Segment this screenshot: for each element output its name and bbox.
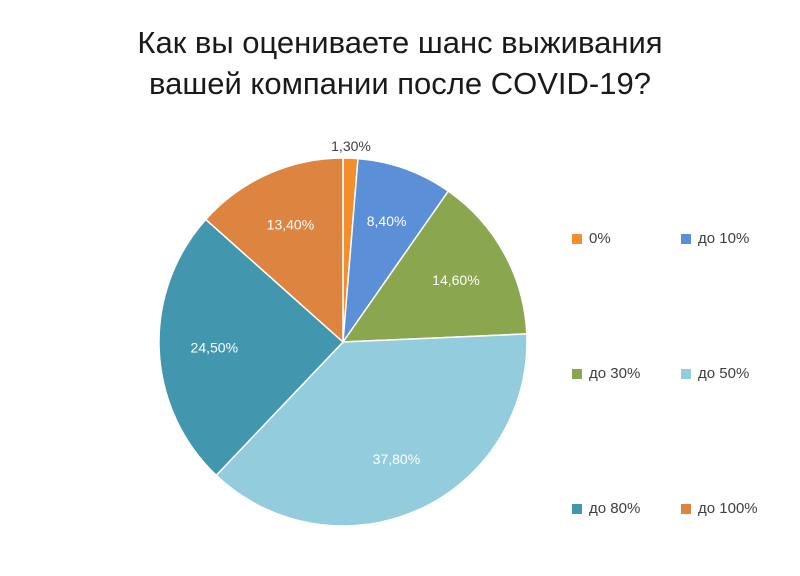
data-label-2: 14,60% bbox=[432, 272, 479, 288]
pie-slice-2 bbox=[341, 190, 528, 343]
pie-slice-4 bbox=[158, 218, 345, 477]
chart-title-line-2: вашей компании после COVID-19? bbox=[149, 66, 651, 101]
data-label-5: 13,40% bbox=[267, 216, 314, 232]
data-label-4: 24,50% bbox=[191, 339, 238, 355]
data-label-0: 1,30% bbox=[331, 138, 371, 154]
data-label-3: 37,80% bbox=[373, 451, 420, 467]
pie-slice-1 bbox=[342, 157, 450, 345]
data-label-1: 8,40% bbox=[367, 213, 407, 229]
chart-title: Как вы оцениваете шанс выживания вашей к… bbox=[0, 22, 800, 104]
pie-slice-5 bbox=[204, 157, 344, 344]
chart-title-line-1: Как вы оцениваете шанс выживания bbox=[137, 25, 663, 60]
pie-slice-3 bbox=[215, 333, 528, 527]
